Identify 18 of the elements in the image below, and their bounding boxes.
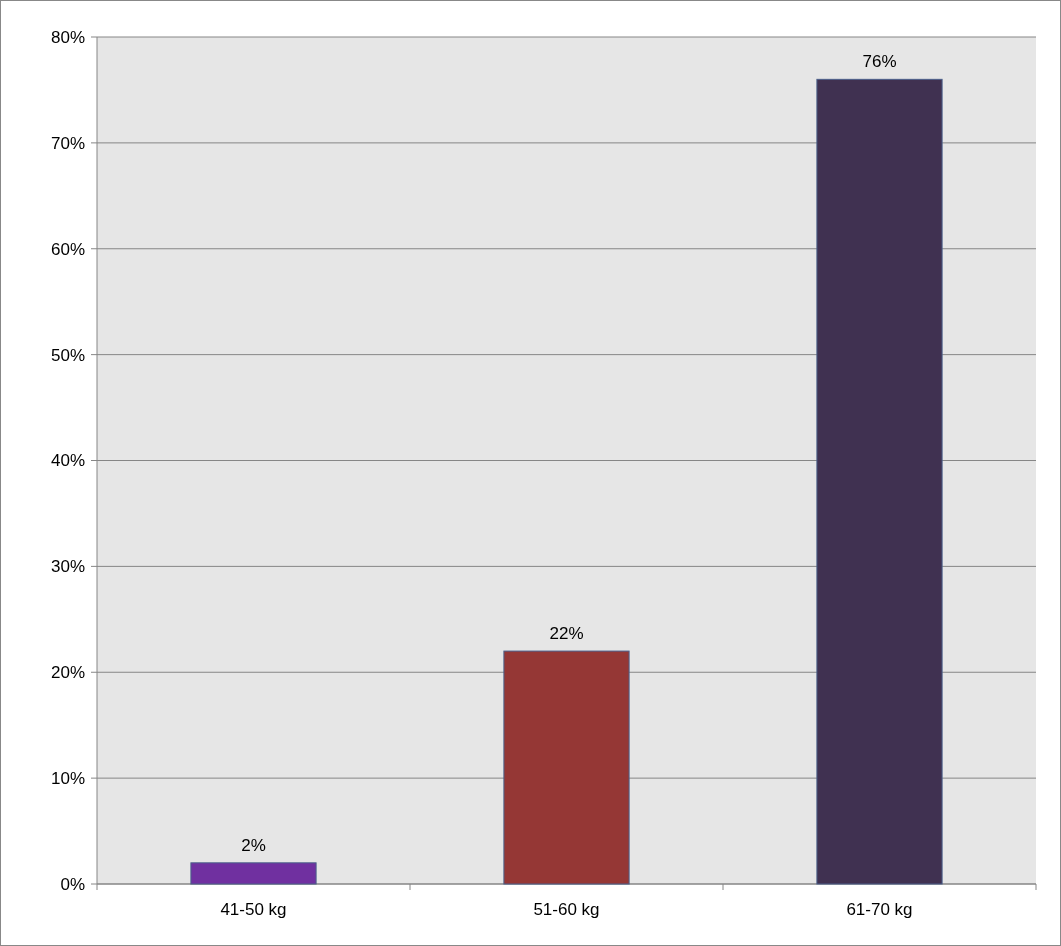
x-tick-label: 61-70 kg	[846, 900, 913, 919]
y-tick-label: 30%	[50, 557, 85, 577]
x-tick-label: 41-50 kg	[220, 900, 287, 919]
data-label: 76%	[862, 52, 897, 72]
y-tick-label: 60%	[50, 239, 85, 259]
bar	[190, 862, 317, 885]
y-tick-label: 80%	[50, 27, 85, 47]
bar	[503, 650, 630, 885]
y-tick-label: 10%	[50, 769, 85, 789]
data-label: 22%	[549, 624, 584, 644]
bar	[816, 78, 943, 885]
data-label: 2%	[241, 835, 266, 855]
y-tick-label: 50%	[50, 345, 85, 365]
y-tick-label: 70%	[50, 133, 85, 153]
y-tick-label: 0%	[60, 874, 85, 894]
x-tick-label: 51-60 kg	[533, 900, 600, 919]
y-tick-label: 20%	[50, 663, 85, 683]
y-tick-label: 40%	[50, 451, 85, 471]
